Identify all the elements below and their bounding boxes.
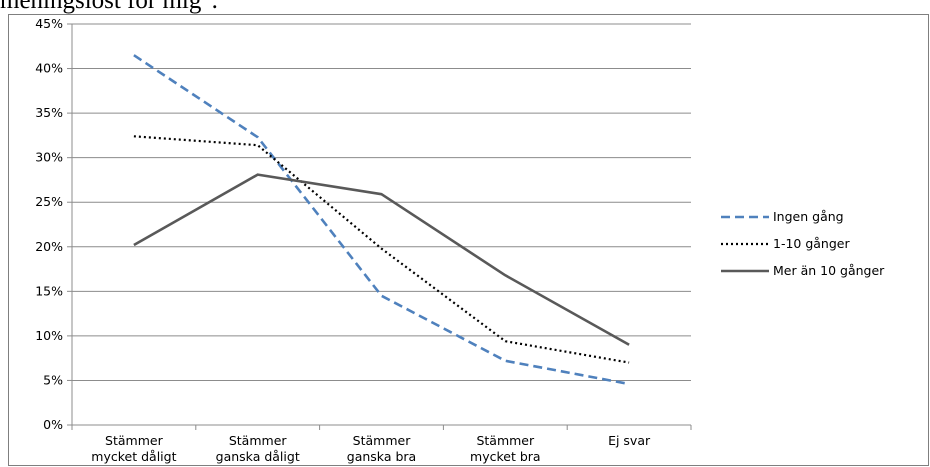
series-line-3 [133,173,630,346]
legend-label: 1-10 gånger [773,236,850,251]
x-category-label: Stämmer ganska bra [347,433,416,464]
series-lines [133,54,630,386]
chart-canvas: 0% 5% 10% 15% 20% 25% 30% 35% 40% 45% Stämmer myck… [35,16,885,464]
y-tick-label: 30% [35,150,63,165]
y-tick-label: 5% [43,372,63,387]
y-tick-label: 35% [35,105,63,120]
series-line-1 [133,54,630,386]
y-axis-tick-labels: 0% 5% 10% 15% 20% 25% 30% 35% 40% 45% [35,16,63,432]
x-category-label: Stämmer mycket bra [470,433,541,464]
y-tick-label: 15% [35,283,63,298]
y-tick-label: 20% [35,239,63,254]
page-caption: meningslöst för mig". [0,0,218,14]
axes [67,23,692,430]
gridlines [72,23,691,381]
y-tick-label: 40% [35,61,63,76]
y-tick-label: 45% [35,16,63,31]
y-tick-label: 25% [35,194,63,209]
y-tick-label: 10% [35,328,63,343]
legend-label: Ingen gång [773,209,844,224]
y-tick-label: 0% [43,417,63,432]
x-category-label: Ej svar [608,433,651,448]
x-category-label: Stämmer ganska dåligt [216,433,300,464]
legend-label: Mer än 10 gånger [773,263,885,278]
x-category-label: Stämmer mycket dåligt [91,433,176,464]
legend: Ingen gång 1-10 gånger Mer än 10 gånger [721,209,885,278]
series-line-2 [133,135,630,364]
x-axis-category-labels: Stämmer mycket dåligt Stämmer ganska dåligt… [91,433,651,464]
line-chart: 0% 5% 10% 15% 20% 25% 30% 35% 40% 45% Stämmer myck… [8,14,929,466]
